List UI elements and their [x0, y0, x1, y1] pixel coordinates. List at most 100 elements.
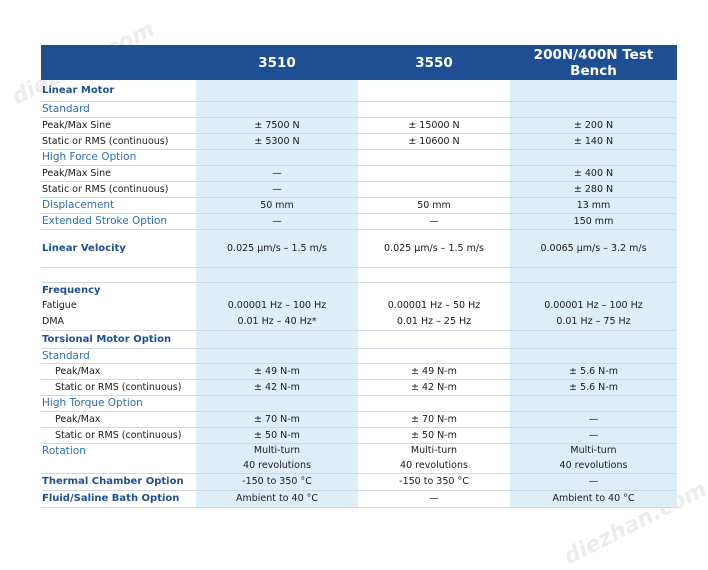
value-3510: 0.00001 Hz – 100 Hz	[196, 298, 358, 313]
table-row: Static or RMS (continuous) ± 42 N-m ± 42 N…	[41, 379, 677, 396]
value-test-bench	[510, 267, 677, 283]
value-3510: ± 5300 N	[196, 133, 358, 150]
row-label: Standard	[41, 101, 196, 118]
value-test-bench: —	[510, 473, 677, 491]
header-label-cell	[41, 45, 196, 80]
row-label: Static or RMS (continuous)	[41, 379, 196, 396]
table-row: Peak/Max ± 70 N-m ± 70 N-m —	[41, 411, 677, 428]
row-label: Displacement	[41, 197, 196, 214]
value-3510: 0.025 μm/s – 1.5 m/s	[196, 229, 358, 268]
row-label: High Force Option	[41, 149, 196, 166]
value-3550	[358, 165, 510, 182]
value-test-bench: 150 mm	[510, 213, 677, 230]
value-test-bench	[510, 149, 677, 166]
value-test-bench: ± 400 N	[510, 165, 677, 182]
table-row: High Force Option	[41, 149, 677, 166]
value-3510: 50 mm	[196, 197, 358, 214]
value-test-bench: 13 mm	[510, 197, 677, 214]
row-label: Rotation	[42, 444, 86, 457]
row-label: Peak/Max	[41, 411, 196, 428]
value-3550	[358, 330, 510, 349]
value-3550: 0.00001 Hz – 50 Hz	[387, 300, 481, 311]
value-3550	[358, 348, 510, 364]
table-row: Static or RMS (continuous) ± 5300 N ± 1060…	[41, 133, 677, 150]
value-test-bench: ± 5.6 N-m	[510, 363, 677, 380]
table-row: Extended Stroke Option — —150 mm	[41, 213, 677, 230]
value-test-bench: 0.01 Hz – 75 Hz	[510, 313, 677, 331]
value-3510: ± 42 N-m	[196, 379, 358, 396]
row-label: Fatigue	[42, 300, 77, 311]
row-label: Thermal Chamber Option	[41, 473, 196, 491]
table-row: Thermal Chamber Option -150 to 350 °C -150…	[41, 473, 677, 491]
value-test-bench	[510, 330, 677, 349]
row-label: Standard	[41, 348, 196, 364]
value-test-bench	[510, 282, 677, 298]
value-3510: —	[196, 165, 358, 182]
row-label: Frequency	[42, 284, 101, 296]
table-row: Frequency	[41, 282, 677, 298]
table-row: Static or RMS (continuous) ± 50 N-m ± 50 N…	[41, 427, 677, 444]
row-label: Peak/Max Sine	[41, 117, 196, 134]
spec-table-body: Linear Motor Standard Peak/Max Sine ± 7500 …	[41, 80, 677, 508]
value-3550: 40 revolutions	[358, 458, 510, 474]
value-test-bench: ± 140 N	[510, 133, 677, 150]
table-row: Standard	[41, 348, 677, 364]
value-3510: ± 70 N-m	[196, 411, 358, 428]
value-3550: 50 mm	[358, 197, 510, 214]
table-row: 40 revolutions 40 revolutions 40 revolutio…	[41, 458, 677, 474]
value-test-bench: ± 5.6 N-m	[510, 379, 677, 396]
value-3510: —	[196, 181, 358, 198]
value-3550	[358, 101, 510, 118]
value-test-bench	[510, 101, 677, 118]
table-row: Torsional Motor Option	[41, 330, 677, 349]
row-label: High Torque Option	[41, 395, 196, 412]
value-test-bench	[510, 80, 677, 102]
table-row	[41, 267, 677, 283]
row-label: Peak/Max	[41, 363, 196, 380]
value-3550: 0.025 μm/s – 1.5 m/s	[358, 229, 510, 268]
value-3550: ± 49 N-m	[358, 363, 510, 380]
table-row: Displacement 50 mm 50 mm 13 mm	[41, 197, 677, 214]
table-row: Static or RMS (continuous) — ± 280 N	[41, 181, 677, 198]
table-row: Standard	[41, 101, 677, 118]
value-test-bench: 0.00001 Hz – 100 Hz	[510, 298, 677, 313]
value-3550: ± 15000 N	[358, 117, 510, 134]
header-test-bench: 200N/400N Test Bench	[510, 45, 677, 80]
row-label: DMA	[41, 313, 196, 331]
value-3550: ± 10600 N	[358, 133, 510, 150]
value-3550	[358, 282, 510, 298]
table-row: Rotation Multi-turn Multi-turn Multi-turn	[41, 443, 677, 458]
value-3510	[196, 282, 358, 298]
value-test-bench: Ambient to 40 °C	[510, 490, 677, 508]
value-3550	[358, 181, 510, 198]
row-label: Linear Velocity	[41, 229, 196, 268]
value-3550: ± 42 N-m	[358, 379, 510, 396]
value-test-bench: —	[510, 427, 677, 444]
header-row: 3510 3550 200N/400N Test Bench	[41, 45, 677, 80]
table-row: Linear Velocity 0.025 μm/s – 1.5 m/s 0.025…	[41, 229, 677, 268]
value-test-bench: —	[510, 411, 677, 428]
table-row: Peak/Max Sine ± 7500 N ± 15000 N ± 200 N	[41, 117, 677, 134]
value-3550: ± 50 N-m	[358, 427, 510, 444]
table-row: High Torque Option	[41, 395, 677, 412]
value-3550: 0.01 Hz – 25 Hz	[358, 313, 510, 331]
value-test-bench: 0.0065 μm/s – 3.2 m/s	[510, 229, 677, 268]
value-3550: —	[358, 490, 510, 508]
row-label: Static or RMS (continuous)	[41, 133, 196, 150]
row-label: Fluid/Saline Bath Option	[41, 490, 196, 508]
table-row: Peak/Max Sine — ± 400 N	[41, 165, 677, 182]
value-3510	[196, 395, 358, 412]
header-3510: 3510	[196, 45, 358, 80]
value-3550: —	[358, 213, 510, 230]
value-3550: ± 70 N-m	[358, 411, 510, 428]
table-row: Fluid/Saline Bath Option Ambient to 40 °C…	[41, 490, 677, 508]
value-test-bench: ± 280 N	[510, 181, 677, 198]
table-row: Fatigue 0.00001 Hz – 100 Hz 0.00001 Hz – 5…	[41, 298, 677, 313]
value-3510: —	[196, 213, 358, 230]
value-3510: 40 revolutions	[196, 458, 358, 474]
value-3510	[196, 267, 358, 283]
row-label: Static or RMS (continuous)	[41, 427, 196, 444]
row-label	[41, 458, 196, 474]
value-test-bench: ± 200 N	[510, 117, 677, 134]
row-label: Extended Stroke Option	[41, 213, 196, 230]
